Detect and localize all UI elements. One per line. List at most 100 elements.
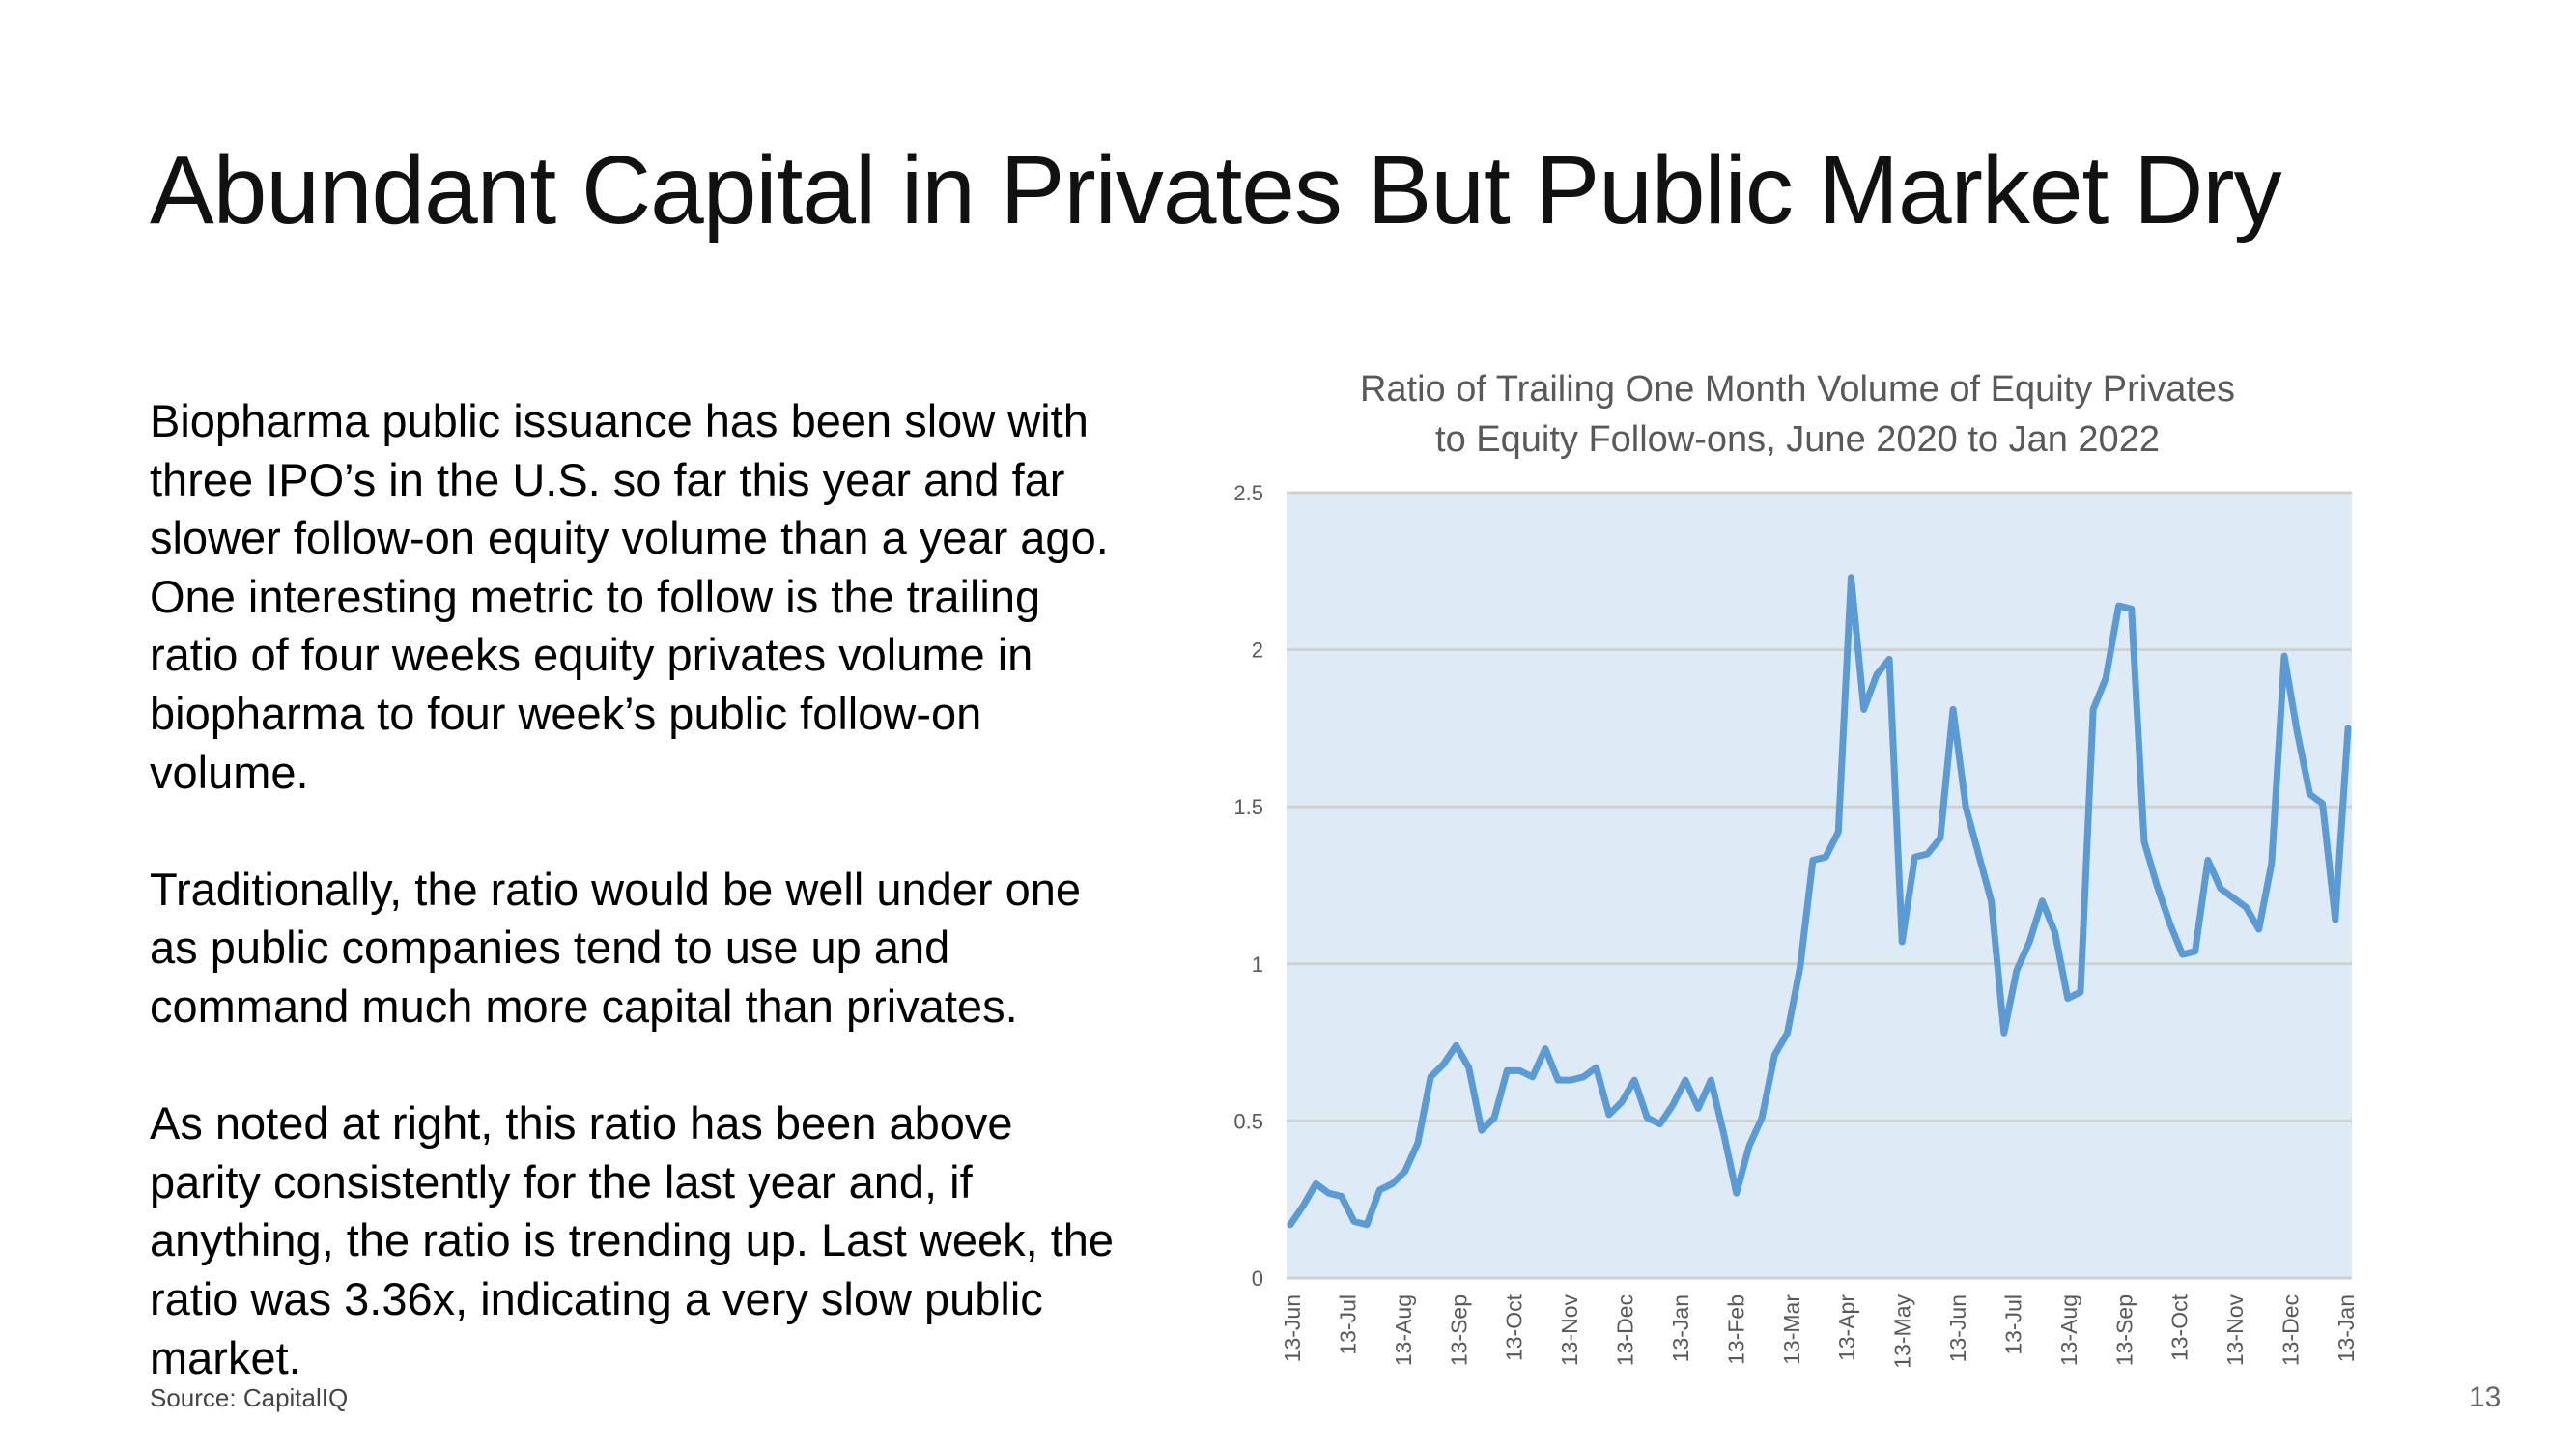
text-line: anything, the ratio is trending up. Last… bbox=[150, 1214, 1115, 1266]
data-point bbox=[1965, 806, 1967, 808]
data-point bbox=[1544, 1048, 1546, 1050]
x-tick-label: 13-Nov bbox=[2222, 1294, 2248, 1367]
data-point bbox=[1761, 1117, 1763, 1119]
data-point bbox=[1748, 1145, 1750, 1147]
data-point bbox=[2041, 900, 2043, 902]
data-point bbox=[1991, 900, 1993, 902]
data-point bbox=[2080, 991, 2081, 993]
data-point bbox=[1481, 1129, 1483, 1131]
x-tick-label: 13-Aug bbox=[2056, 1294, 2081, 1366]
data-point bbox=[1901, 941, 1903, 943]
y-tick-label: 0.5 bbox=[1233, 1109, 1263, 1133]
slide-title: Abundant Capital in Privates But Public … bbox=[150, 136, 2282, 244]
data-point bbox=[1659, 1123, 1661, 1125]
data-point bbox=[2067, 998, 2069, 1000]
data-point bbox=[1328, 1192, 1330, 1194]
y-tick-label: 1.5 bbox=[1233, 795, 1263, 819]
data-point bbox=[2322, 803, 2324, 805]
data-point bbox=[1366, 1224, 1368, 1226]
data-point bbox=[2028, 941, 2030, 943]
chart-title: Ratio of Trailing One Month Volume of Eq… bbox=[1360, 369, 2235, 460]
data-point bbox=[2105, 677, 2107, 679]
text-line: command much more capital than privates. bbox=[150, 980, 1018, 1032]
data-point bbox=[2296, 730, 2298, 732]
data-point bbox=[1876, 674, 1878, 676]
data-point bbox=[1773, 1054, 1775, 1056]
data-point bbox=[1684, 1079, 1686, 1081]
data-point bbox=[1646, 1117, 1648, 1119]
data-point bbox=[1341, 1195, 1343, 1197]
data-point bbox=[1557, 1079, 1559, 1081]
x-tick-label: 13-Dec bbox=[2279, 1294, 2304, 1366]
y-tick-label: 2.5 bbox=[1233, 481, 1263, 505]
series-line-ratio bbox=[1287, 574, 2352, 1229]
x-tick-label: 13-Jun bbox=[1945, 1294, 1970, 1362]
data-point bbox=[1697, 1107, 1699, 1109]
x-tick-label: 13-Jan bbox=[1668, 1294, 1693, 1362]
x-tick-label: 13-Nov bbox=[1557, 1294, 1582, 1367]
x-tick-label: 13-Sep bbox=[2111, 1294, 2137, 1366]
data-point bbox=[1596, 1066, 1598, 1068]
data-point bbox=[1468, 1066, 1470, 1068]
text-line: parity consistently for the last year an… bbox=[150, 1155, 973, 1208]
data-point bbox=[2194, 951, 2196, 952]
data-point bbox=[1493, 1117, 1495, 1119]
text-line: ratio of four weeks equity privates volu… bbox=[150, 629, 1033, 681]
data-point bbox=[1952, 708, 1954, 710]
paragraph: Biopharma public issuance has been slow … bbox=[150, 392, 1231, 802]
data-point bbox=[1289, 1224, 1291, 1226]
chart-title-line: Ratio of Trailing One Month Volume of Eq… bbox=[1360, 369, 2235, 410]
data-point bbox=[2258, 928, 2260, 930]
data-point bbox=[1506, 1069, 1508, 1071]
data-point bbox=[1392, 1182, 1394, 1184]
data-point bbox=[1672, 1104, 1674, 1106]
data-point bbox=[1518, 1069, 1520, 1071]
x-tick-label: 13-May bbox=[1890, 1294, 1915, 1369]
body-text: Biopharma public issuance has been slow … bbox=[150, 392, 1231, 1446]
paragraph: As noted at right, this ratio has been a… bbox=[150, 1094, 1231, 1387]
data-point bbox=[2156, 885, 2158, 886]
data-point bbox=[1736, 1192, 1738, 1194]
text-line: market. bbox=[150, 1331, 301, 1383]
data-point bbox=[1799, 966, 1801, 968]
data-point bbox=[1378, 1189, 1380, 1191]
y-tick-label: 2 bbox=[1252, 639, 1263, 663]
data-point bbox=[1927, 853, 1929, 855]
x-tick-label: 13-Aug bbox=[1391, 1294, 1416, 1366]
x-tick-label: 13-Apr bbox=[1834, 1294, 1859, 1361]
data-point bbox=[2131, 608, 2133, 610]
x-tick-label: 13-Mar bbox=[1779, 1294, 1804, 1365]
y-tick-label: 0 bbox=[1252, 1266, 1263, 1291]
data-point bbox=[1608, 1114, 1610, 1116]
paragraph: Traditionally, the ratio would be well u… bbox=[150, 861, 1231, 1037]
x-tick-label: 13-Jul bbox=[1335, 1294, 1360, 1355]
text-line: One interesting metric to follow is the … bbox=[150, 570, 1041, 622]
data-point bbox=[1977, 853, 1979, 855]
x-tick-label: 13-Oct bbox=[2167, 1293, 2193, 1361]
data-point bbox=[2003, 1032, 2005, 1034]
data-point bbox=[1812, 859, 1814, 861]
data-point bbox=[1442, 1064, 1444, 1065]
text-line: ratio was 3.36x, indicating a very slow … bbox=[150, 1272, 1043, 1324]
data-point bbox=[1417, 1142, 1419, 1144]
data-point bbox=[2054, 931, 2056, 933]
data-point bbox=[2143, 840, 2145, 842]
text-line: Biopharma public issuance has been slow … bbox=[150, 395, 1089, 446]
data-point bbox=[2232, 897, 2234, 899]
text-line: Traditionally, the ratio would be well u… bbox=[150, 863, 1082, 915]
data-point bbox=[1353, 1220, 1355, 1222]
data-point bbox=[1456, 1044, 1458, 1046]
data-point bbox=[1850, 577, 1852, 579]
x-tick-label: 13-Jan bbox=[2334, 1294, 2359, 1362]
x-tick-label: 13-Jul bbox=[2000, 1294, 2025, 1355]
x-tick-label: 13-Oct bbox=[1502, 1293, 1527, 1361]
data-point bbox=[1888, 658, 1890, 660]
text-line: volume. bbox=[150, 746, 309, 798]
x-tick-label: 13-Jun bbox=[1280, 1294, 1305, 1362]
data-point bbox=[1582, 1076, 1584, 1078]
data-point bbox=[2283, 655, 2285, 657]
x-tick-label: 13-Dec bbox=[1613, 1294, 1638, 1366]
x-tick-label: 13-Feb bbox=[1723, 1294, 1748, 1365]
y-axis: 0 0.5 1 1.5 2 2.5 bbox=[1233, 481, 1263, 1291]
